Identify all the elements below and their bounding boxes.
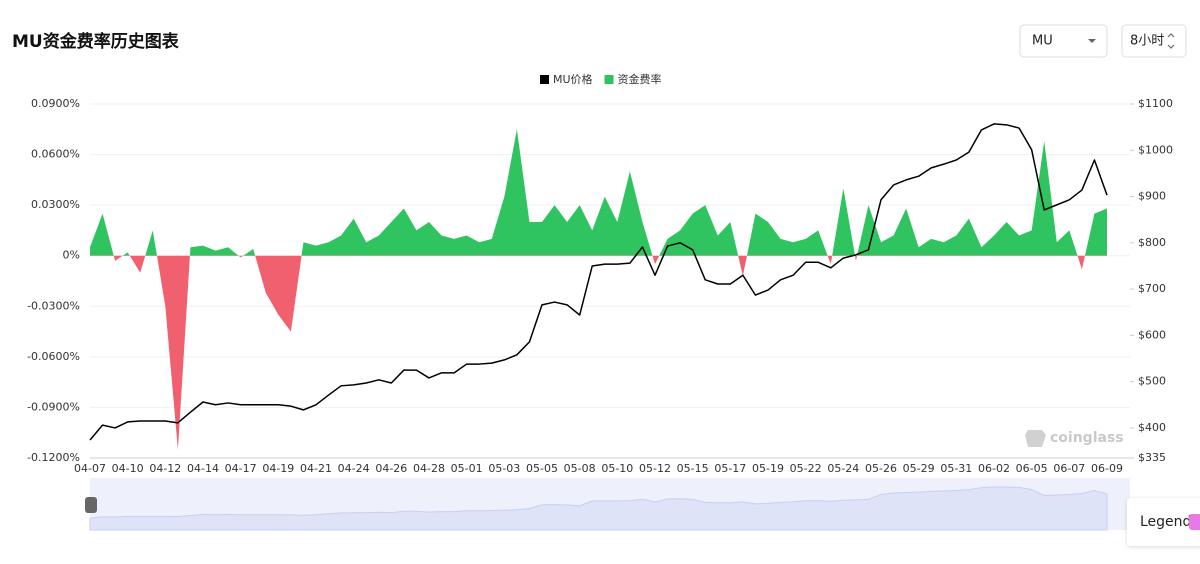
x-tick-label: 06-02 xyxy=(978,462,1010,475)
x-tick-label: 05-19 xyxy=(752,462,784,475)
y-tick-label: -0.0300% xyxy=(27,299,80,312)
x-tick-label: 05-01 xyxy=(451,462,483,475)
legend-button[interactable] xyxy=(1127,498,1200,546)
interval-select[interactable]: 8小时 xyxy=(1121,24,1187,58)
funding-area xyxy=(90,129,1107,450)
y-tick-label: 0.0600% xyxy=(31,148,80,161)
symbol-select[interactable]: MU xyxy=(1019,24,1108,58)
y-tick-label: 0.0900% xyxy=(31,97,80,110)
navigator-area xyxy=(89,486,1108,531)
y2-tick-label: $900 xyxy=(1138,190,1166,203)
y2-tick-label: $800 xyxy=(1138,236,1166,249)
y-tick-label: -0.1200% xyxy=(27,451,80,464)
navigator[interactable] xyxy=(89,478,1130,531)
x-tick-label: 05-26 xyxy=(865,462,897,475)
x-tick-label: 04-07 xyxy=(74,462,106,475)
legend-swatch xyxy=(540,75,549,84)
y2-tick-label: $700 xyxy=(1138,282,1166,295)
x-tick-label: 05-03 xyxy=(488,462,520,475)
y-tick-label: 0.0300% xyxy=(31,198,80,211)
watermark-text: coinglass xyxy=(1050,430,1124,446)
legend-label: MU价格 xyxy=(553,72,593,86)
x-tick-label: 05-17 xyxy=(714,462,746,475)
y2-tick-label: $500 xyxy=(1138,375,1166,388)
watermark: coinglass xyxy=(1025,430,1124,447)
interval-value: 8小时 xyxy=(1130,34,1164,49)
navigator-handle[interactable] xyxy=(85,497,97,513)
x-tick-label: 04-21 xyxy=(300,462,332,475)
x-tick-label: 04-12 xyxy=(149,462,181,475)
y2-tick-label: $1000 xyxy=(1138,143,1173,156)
x-tick-label: 04-10 xyxy=(112,462,144,475)
symbol-value: MU xyxy=(1032,34,1053,49)
legend-swatch xyxy=(604,75,614,84)
x-tick-label: 05-31 xyxy=(940,462,972,475)
x-tick-label: 04-19 xyxy=(262,462,294,475)
x-tick-label: 05-05 xyxy=(526,462,558,475)
page-title: MU资金费率历史图表 xyxy=(12,31,180,52)
y-tick-label: -0.0900% xyxy=(27,400,80,413)
y2-tick-label: $1100 xyxy=(1138,97,1173,110)
x-tick-label: 05-15 xyxy=(677,462,709,475)
x-tick-label: 04-14 xyxy=(187,462,219,475)
x-tick-label: 06-09 xyxy=(1091,462,1123,475)
x-tick-label: 04-26 xyxy=(375,462,407,475)
legend-badge xyxy=(1189,514,1200,530)
x-tick-label: 05-24 xyxy=(827,462,859,475)
x-tick-label: 06-05 xyxy=(1016,462,1048,475)
y-tick-label: 0% xyxy=(63,249,80,262)
legend-label: 资金费率 xyxy=(618,72,662,86)
y2-tick-label: $600 xyxy=(1138,328,1166,341)
x-tick-label: 05-12 xyxy=(639,462,671,475)
y2-tick-label: $335 xyxy=(1138,451,1166,464)
x-tick-label: 05-10 xyxy=(601,462,633,475)
x-tick-label: 04-17 xyxy=(225,462,257,475)
x-tick-label: 05-29 xyxy=(903,462,935,475)
legend-button-text: Legend xyxy=(1140,514,1191,530)
price-line xyxy=(89,123,1108,441)
x-tick-label: 06-07 xyxy=(1053,462,1085,475)
y-tick-label: -0.0600% xyxy=(27,350,80,363)
x-tick-label: 04-28 xyxy=(413,462,445,475)
x-tick-label: 05-22 xyxy=(790,462,822,475)
x-tick-label: 05-08 xyxy=(564,462,596,475)
x-tick-label: 04-24 xyxy=(338,462,370,475)
y2-tick-label: $400 xyxy=(1138,421,1166,434)
